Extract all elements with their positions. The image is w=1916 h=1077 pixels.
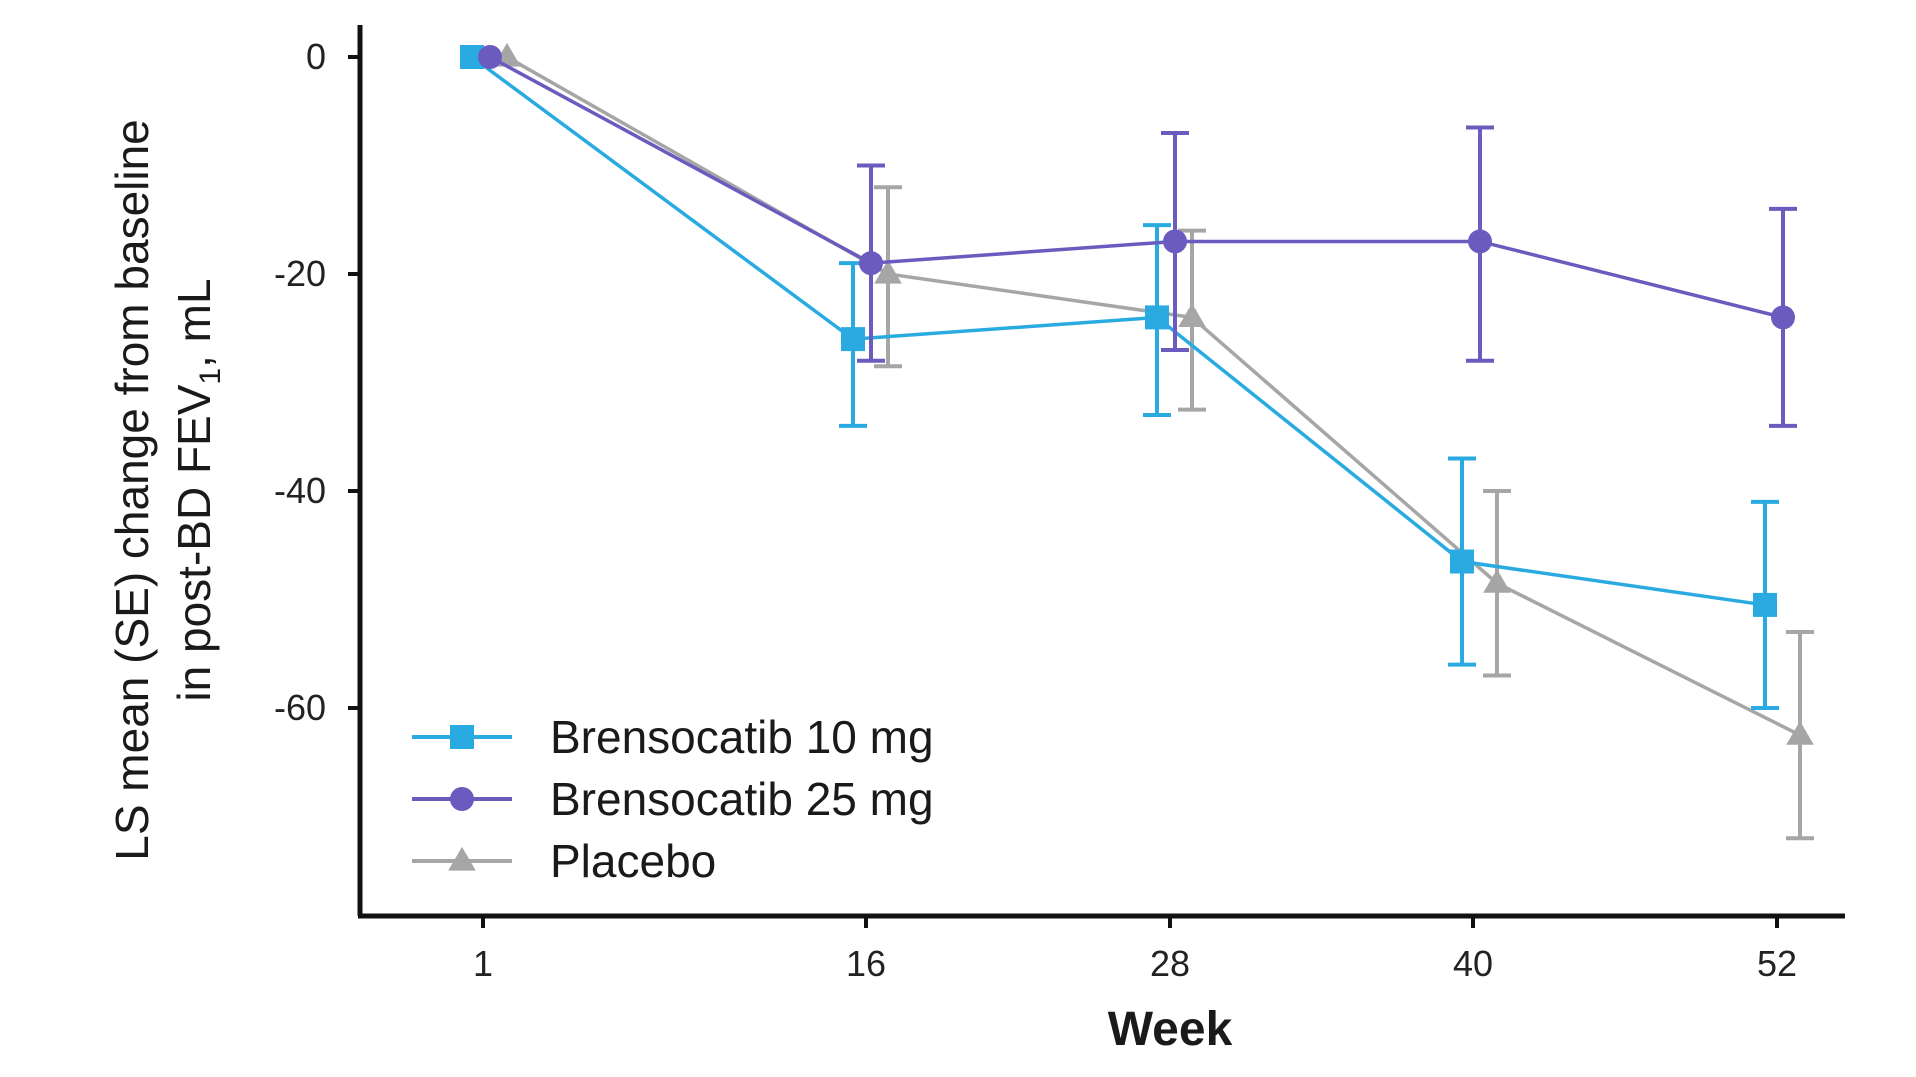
series-line (470, 55, 1766, 607)
y-axis-title-suffix: , mL (168, 278, 220, 367)
data-point (1163, 229, 1187, 254)
data-point (1786, 720, 1814, 745)
y-axis-title-line2: in post-BD FEV1, mL (168, 278, 227, 701)
x-tick-label: 28 (1150, 943, 1190, 984)
legend-item-brensocatib-10-mg: Brensocatib 10 mg (412, 711, 934, 763)
data-point (1753, 592, 1777, 617)
x-tick-label: 40 (1453, 943, 1493, 984)
data-point (1178, 303, 1206, 327)
x-tick-label: 52 (1757, 943, 1797, 984)
series-line (489, 55, 1784, 320)
data-point (859, 251, 883, 276)
y-tick-label: 0 (306, 36, 326, 77)
legend-marker (450, 725, 474, 749)
data-point (1483, 569, 1511, 593)
data-point (874, 259, 902, 284)
data-point (478, 45, 502, 69)
legend-label: Placebo (550, 835, 716, 887)
legend-label: Brensocatib 10 mg (550, 711, 934, 763)
y-tick-label: -20 (274, 253, 326, 294)
legend-item-brensocatib-25-mg: Brensocatib 25 mg (412, 773, 934, 825)
x-tick-label: 16 (846, 943, 886, 984)
data-point (841, 327, 865, 352)
legend-marker (450, 787, 474, 811)
legend-label: Brensocatib 25 mg (550, 773, 934, 825)
data-point (1468, 229, 1492, 254)
y-axis-title-prefix: in post-BD FEV (168, 384, 220, 701)
y-axis-title-line1: LS mean (SE) change from baseline (106, 119, 158, 861)
y-tick-label: -40 (274, 470, 326, 511)
data-point (1771, 305, 1795, 330)
legend-item-placebo: Placebo (412, 835, 716, 887)
series-brensocatib-10-mg (460, 45, 1779, 710)
y-axis-title-subscript: 1 (194, 368, 227, 385)
data-point (1450, 549, 1474, 574)
data-point (1145, 305, 1169, 330)
y-tick-label: -60 (274, 687, 326, 728)
x-tick-label: 1 (473, 943, 493, 984)
series-brensocatib-25-mg (478, 45, 1797, 428)
x-axis-title: Week (1108, 1003, 1233, 1056)
legend-marker (448, 846, 476, 871)
series-line (506, 55, 1801, 737)
